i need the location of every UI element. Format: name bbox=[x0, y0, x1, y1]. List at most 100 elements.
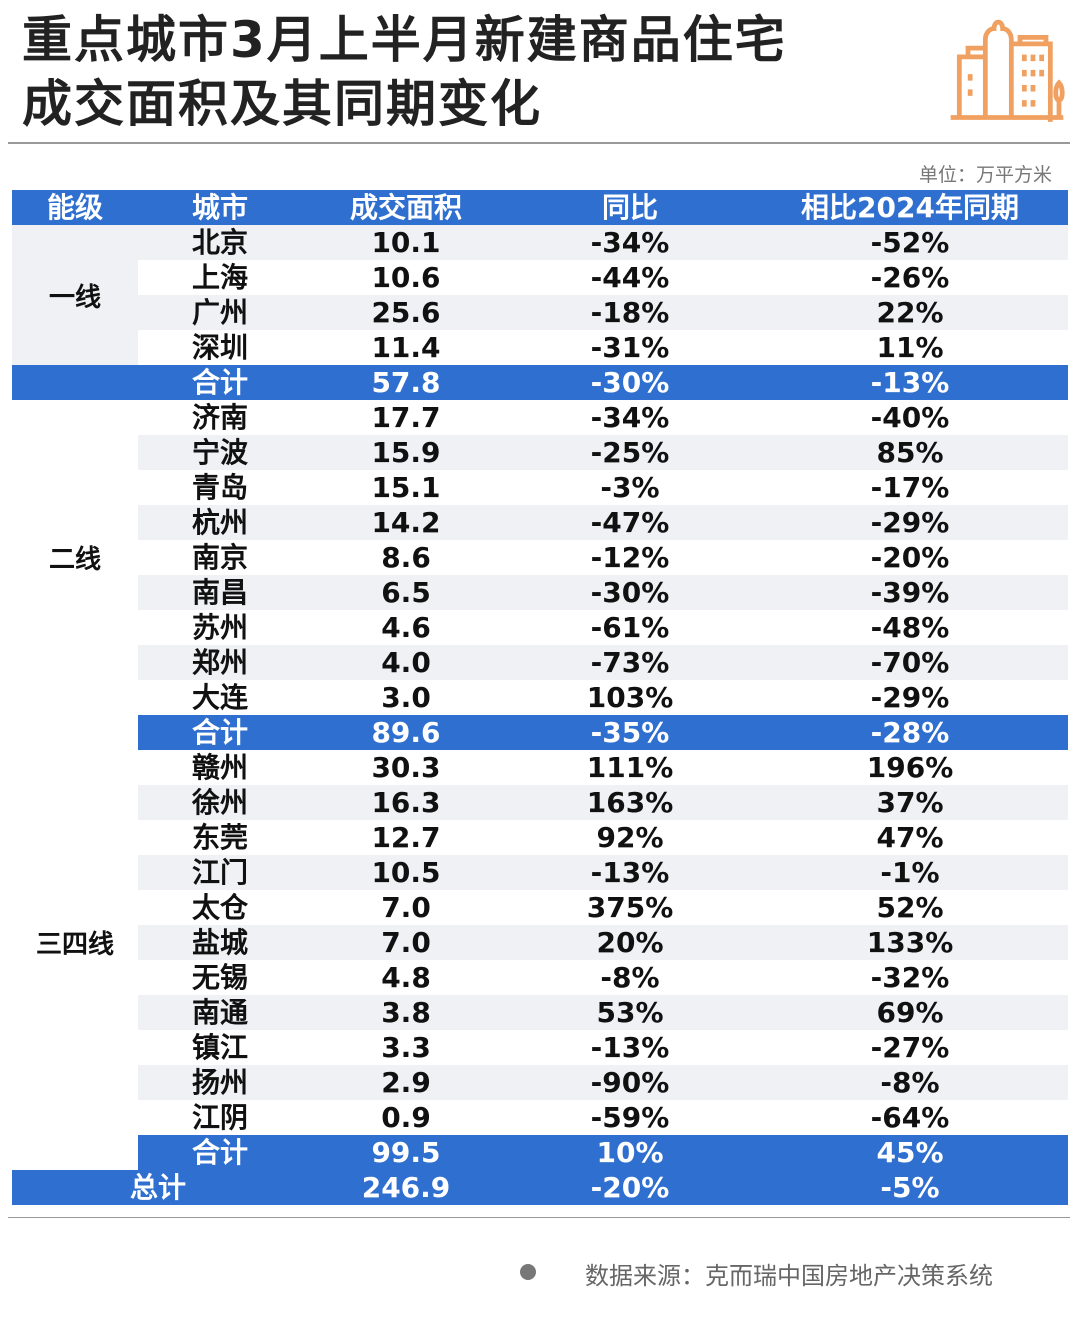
city-cell: 宁波 bbox=[191, 436, 249, 469]
tier-label: 二线 bbox=[48, 545, 101, 575]
row-stripe bbox=[138, 1065, 1068, 1100]
table-row: 盐城 7.0 20% 133% bbox=[12, 925, 1068, 960]
bottom-divider bbox=[8, 1217, 1070, 1218]
city-cell: 扬州 bbox=[191, 1066, 249, 1099]
vs2024-cell: 11% bbox=[876, 331, 944, 364]
table-row: 大连 3.0 103% -29% bbox=[12, 680, 1068, 715]
table-row: 无锡 4.8 -8% -32% bbox=[12, 960, 1068, 995]
yoy-cell: -31% bbox=[590, 331, 670, 364]
table-row: 徐州 16.3 163% 37% bbox=[12, 785, 1068, 820]
column-header: 同比 bbox=[601, 191, 659, 224]
area-cell: 11.4 bbox=[371, 331, 441, 364]
area-cell: 16.3 bbox=[371, 786, 441, 819]
yoy-cell: -73% bbox=[590, 646, 670, 679]
vs2024-cell: -40% bbox=[870, 401, 950, 434]
vs2024-cell: -8% bbox=[880, 1066, 940, 1099]
table-row: 郑州 4.0 -73% -70% bbox=[12, 645, 1068, 680]
area-cell: 15.1 bbox=[371, 471, 441, 504]
table-header: 能级 城市 成交面积 同比 相比2024年同期 bbox=[12, 190, 1068, 225]
subtotal-row: 合计 57.8 -30% -13% bbox=[12, 365, 1068, 400]
city-cell: 赣州 bbox=[191, 751, 249, 784]
table-row: 南京 8.6 -12% -20% bbox=[12, 540, 1068, 575]
vs2024-cell: -27% bbox=[870, 1031, 950, 1064]
yoy-cell: -47% bbox=[590, 506, 670, 539]
yoy-cell: -34% bbox=[590, 401, 670, 434]
vs2024-cell: 69% bbox=[876, 996, 944, 1029]
page-title: 重点城市3月上半月新建商品住宅 成交面积及其同期变化 bbox=[22, 11, 787, 133]
row-stripe bbox=[138, 925, 1068, 960]
column-header: 城市 bbox=[191, 191, 249, 224]
area-cell: 3.3 bbox=[381, 1031, 431, 1064]
table-row: 东莞 12.7 92% 47% bbox=[12, 820, 1068, 855]
yoy-cell: -61% bbox=[590, 611, 670, 644]
area-cell: 7.0 bbox=[381, 926, 431, 959]
area-cell: 12.7 bbox=[371, 821, 441, 854]
city-cell: 东莞 bbox=[191, 821, 249, 854]
tier-label: 一线 bbox=[12, 225, 138, 365]
yoy-cell: 163% bbox=[586, 786, 674, 819]
city-cell: 济南 bbox=[191, 401, 249, 434]
area-cell: 4.0 bbox=[381, 646, 431, 679]
vs2024-cell: 22% bbox=[876, 296, 944, 329]
column-header: 相比2024年同期 bbox=[801, 191, 1019, 224]
subtotal-cell: -30% bbox=[590, 366, 670, 399]
row-stripe bbox=[138, 855, 1068, 890]
city-buildings-icon bbox=[950, 19, 1065, 122]
yoy-cell: 20% bbox=[596, 926, 664, 959]
table-row: 太仓 7.0 375% 52% bbox=[12, 890, 1068, 925]
yoy-cell: -90% bbox=[590, 1066, 670, 1099]
yoy-cell: 103% bbox=[586, 681, 674, 714]
yoy-cell: -13% bbox=[590, 856, 670, 889]
area-cell: 30.3 bbox=[371, 751, 441, 784]
yoy-cell: -8% bbox=[600, 961, 660, 994]
yoy-cell: -13% bbox=[590, 1031, 670, 1064]
subtotal-cell: 99.5 bbox=[371, 1136, 441, 1169]
city-cell: 南昌 bbox=[191, 576, 249, 609]
table-row: 镇江 3.3 -13% -27% bbox=[12, 1030, 1068, 1065]
vs2024-cell: -64% bbox=[870, 1101, 950, 1134]
total-cell: -20% bbox=[590, 1171, 670, 1204]
vs2024-cell: -26% bbox=[870, 261, 950, 294]
subtotal-cell: -35% bbox=[590, 716, 670, 749]
area-cell: 0.9 bbox=[381, 1101, 431, 1134]
city-cell: 太仓 bbox=[191, 891, 249, 924]
total-cell: -5% bbox=[880, 1171, 940, 1204]
table-row: 青岛 15.1 -3% -17% bbox=[12, 470, 1068, 505]
city-cell: 上海 bbox=[191, 261, 249, 294]
table-row: 扬州 2.9 -90% -8% bbox=[12, 1065, 1068, 1100]
area-cell: 10.1 bbox=[371, 226, 441, 259]
row-stripe bbox=[138, 575, 1068, 610]
city-cell: 青岛 bbox=[191, 471, 249, 504]
city-cell: 南通 bbox=[191, 996, 249, 1029]
area-cell: 10.5 bbox=[371, 856, 441, 889]
area-cell: 7.0 bbox=[381, 891, 431, 924]
subtotal-row: 合计 99.5 10% 45% bbox=[138, 1135, 1068, 1170]
row-stripe bbox=[138, 225, 1068, 260]
vs2024-cell: 52% bbox=[876, 891, 944, 924]
vs2024-cell: -17% bbox=[870, 471, 950, 504]
city-cell: 大连 bbox=[191, 681, 249, 714]
city-cell: 盐城 bbox=[191, 926, 249, 959]
vs2024-cell: -70% bbox=[870, 646, 950, 679]
row-stripe bbox=[138, 995, 1068, 1030]
area-cell: 14.2 bbox=[371, 506, 441, 539]
subtotal-row: 合计 89.6 -35% -28% bbox=[138, 715, 1068, 750]
vs2024-cell: 133% bbox=[866, 926, 954, 959]
area-cell: 8.6 bbox=[381, 541, 431, 574]
vs2024-cell: 196% bbox=[866, 751, 954, 784]
row-stripe bbox=[138, 295, 1068, 330]
city-cell: 无锡 bbox=[191, 961, 249, 994]
area-cell: 25.6 bbox=[371, 296, 441, 329]
area-cell: 10.6 bbox=[371, 261, 441, 294]
table-row: 江门 10.5 -13% -1% bbox=[12, 855, 1068, 890]
city-cell: 江门 bbox=[191, 856, 249, 889]
title-divider bbox=[8, 142, 1070, 144]
yoy-cell: -12% bbox=[590, 541, 670, 574]
area-cell: 4.8 bbox=[381, 961, 431, 994]
table-row: 杭州 14.2 -47% -29% bbox=[12, 505, 1068, 540]
subtotal-cell: -13% bbox=[870, 366, 950, 399]
area-cell: 6.5 bbox=[381, 576, 431, 609]
vs2024-cell: 37% bbox=[876, 786, 944, 819]
vs2024-cell: -39% bbox=[870, 576, 950, 609]
city-cell: 南京 bbox=[191, 541, 249, 574]
